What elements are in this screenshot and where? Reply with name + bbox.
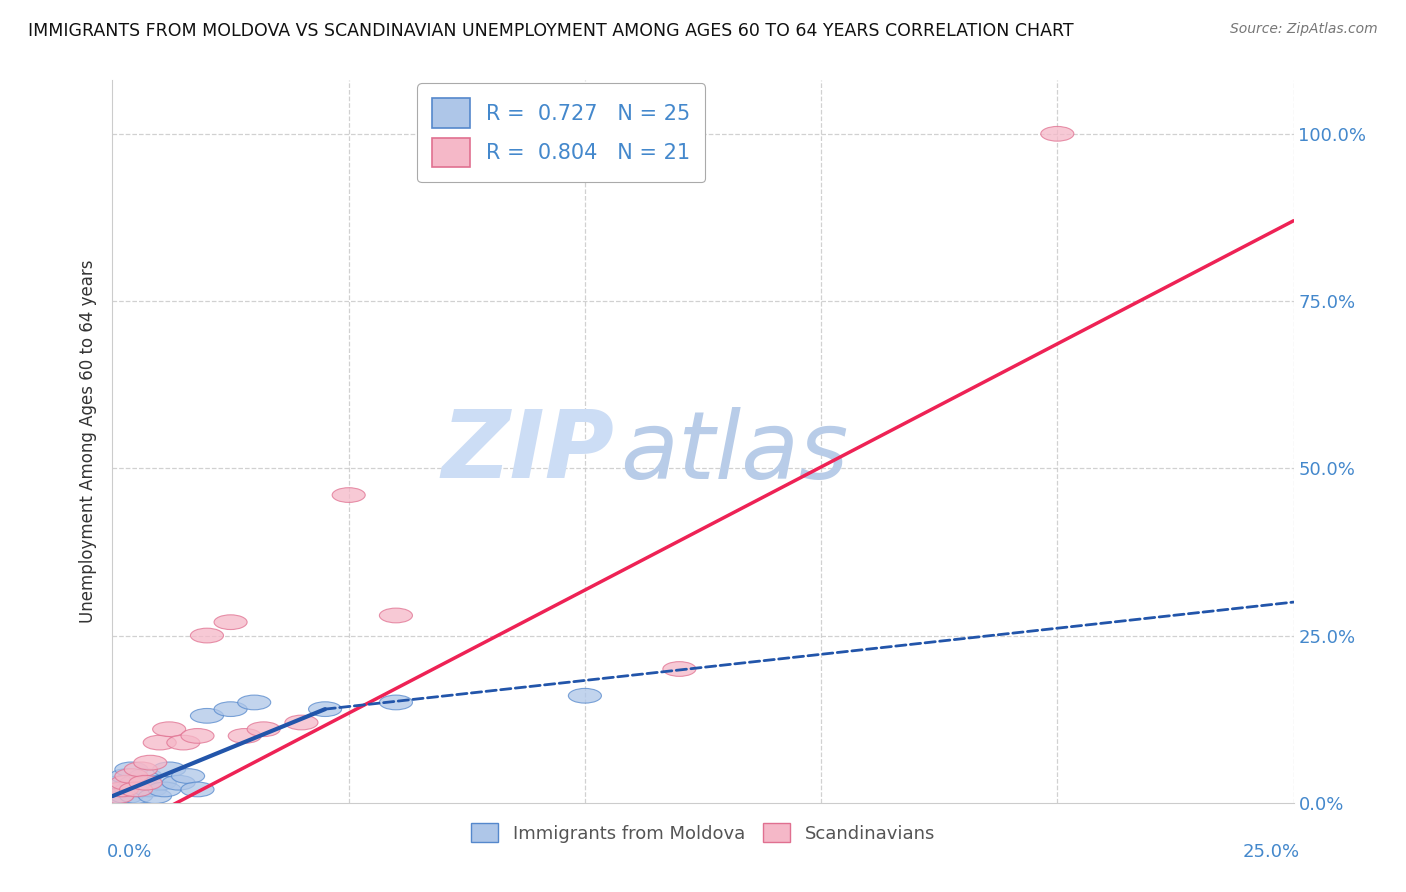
Ellipse shape <box>129 775 162 790</box>
Ellipse shape <box>153 722 186 737</box>
Ellipse shape <box>568 689 602 703</box>
Ellipse shape <box>120 789 153 804</box>
Ellipse shape <box>380 608 412 623</box>
Ellipse shape <box>247 722 280 737</box>
Ellipse shape <box>115 762 148 777</box>
Ellipse shape <box>190 708 224 723</box>
Text: 25.0%: 25.0% <box>1243 843 1299 861</box>
Y-axis label: Unemployment Among Ages 60 to 64 years: Unemployment Among Ages 60 to 64 years <box>79 260 97 624</box>
Ellipse shape <box>120 782 153 797</box>
Ellipse shape <box>143 735 176 750</box>
Ellipse shape <box>110 789 143 804</box>
Ellipse shape <box>134 756 167 770</box>
Ellipse shape <box>380 695 412 710</box>
Ellipse shape <box>101 789 134 804</box>
Ellipse shape <box>115 782 148 797</box>
Ellipse shape <box>124 782 157 797</box>
Text: ZIP: ZIP <box>441 407 614 499</box>
Ellipse shape <box>138 789 172 804</box>
Ellipse shape <box>115 769 148 783</box>
Ellipse shape <box>105 775 138 790</box>
Text: IMMIGRANTS FROM MOLDOVA VS SCANDINAVIAN UNEMPLOYMENT AMONG AGES 60 TO 64 YEARS C: IMMIGRANTS FROM MOLDOVA VS SCANDINAVIAN … <box>28 22 1074 40</box>
Ellipse shape <box>105 782 138 797</box>
Text: atlas: atlas <box>620 407 849 498</box>
Ellipse shape <box>167 735 200 750</box>
Ellipse shape <box>153 762 186 777</box>
Ellipse shape <box>285 715 318 730</box>
Ellipse shape <box>143 775 176 790</box>
Ellipse shape <box>129 769 162 783</box>
Legend: Immigrants from Moldova, Scandinavians: Immigrants from Moldova, Scandinavians <box>463 814 943 852</box>
Ellipse shape <box>134 782 167 797</box>
Ellipse shape <box>105 782 138 797</box>
Text: Source: ZipAtlas.com: Source: ZipAtlas.com <box>1230 22 1378 37</box>
Ellipse shape <box>214 702 247 716</box>
Ellipse shape <box>148 782 181 797</box>
Ellipse shape <box>228 729 262 743</box>
Ellipse shape <box>1040 127 1074 141</box>
Ellipse shape <box>181 782 214 797</box>
Ellipse shape <box>110 769 143 783</box>
Ellipse shape <box>101 789 134 804</box>
Ellipse shape <box>332 488 366 502</box>
Ellipse shape <box>181 729 214 743</box>
Ellipse shape <box>172 769 205 783</box>
Text: 0.0%: 0.0% <box>107 843 152 861</box>
Ellipse shape <box>214 615 247 630</box>
Ellipse shape <box>190 628 224 643</box>
Ellipse shape <box>238 695 271 710</box>
Ellipse shape <box>308 702 342 716</box>
Ellipse shape <box>162 775 195 790</box>
Ellipse shape <box>110 775 143 790</box>
Ellipse shape <box>124 762 157 777</box>
Ellipse shape <box>120 775 153 790</box>
Ellipse shape <box>662 662 696 676</box>
